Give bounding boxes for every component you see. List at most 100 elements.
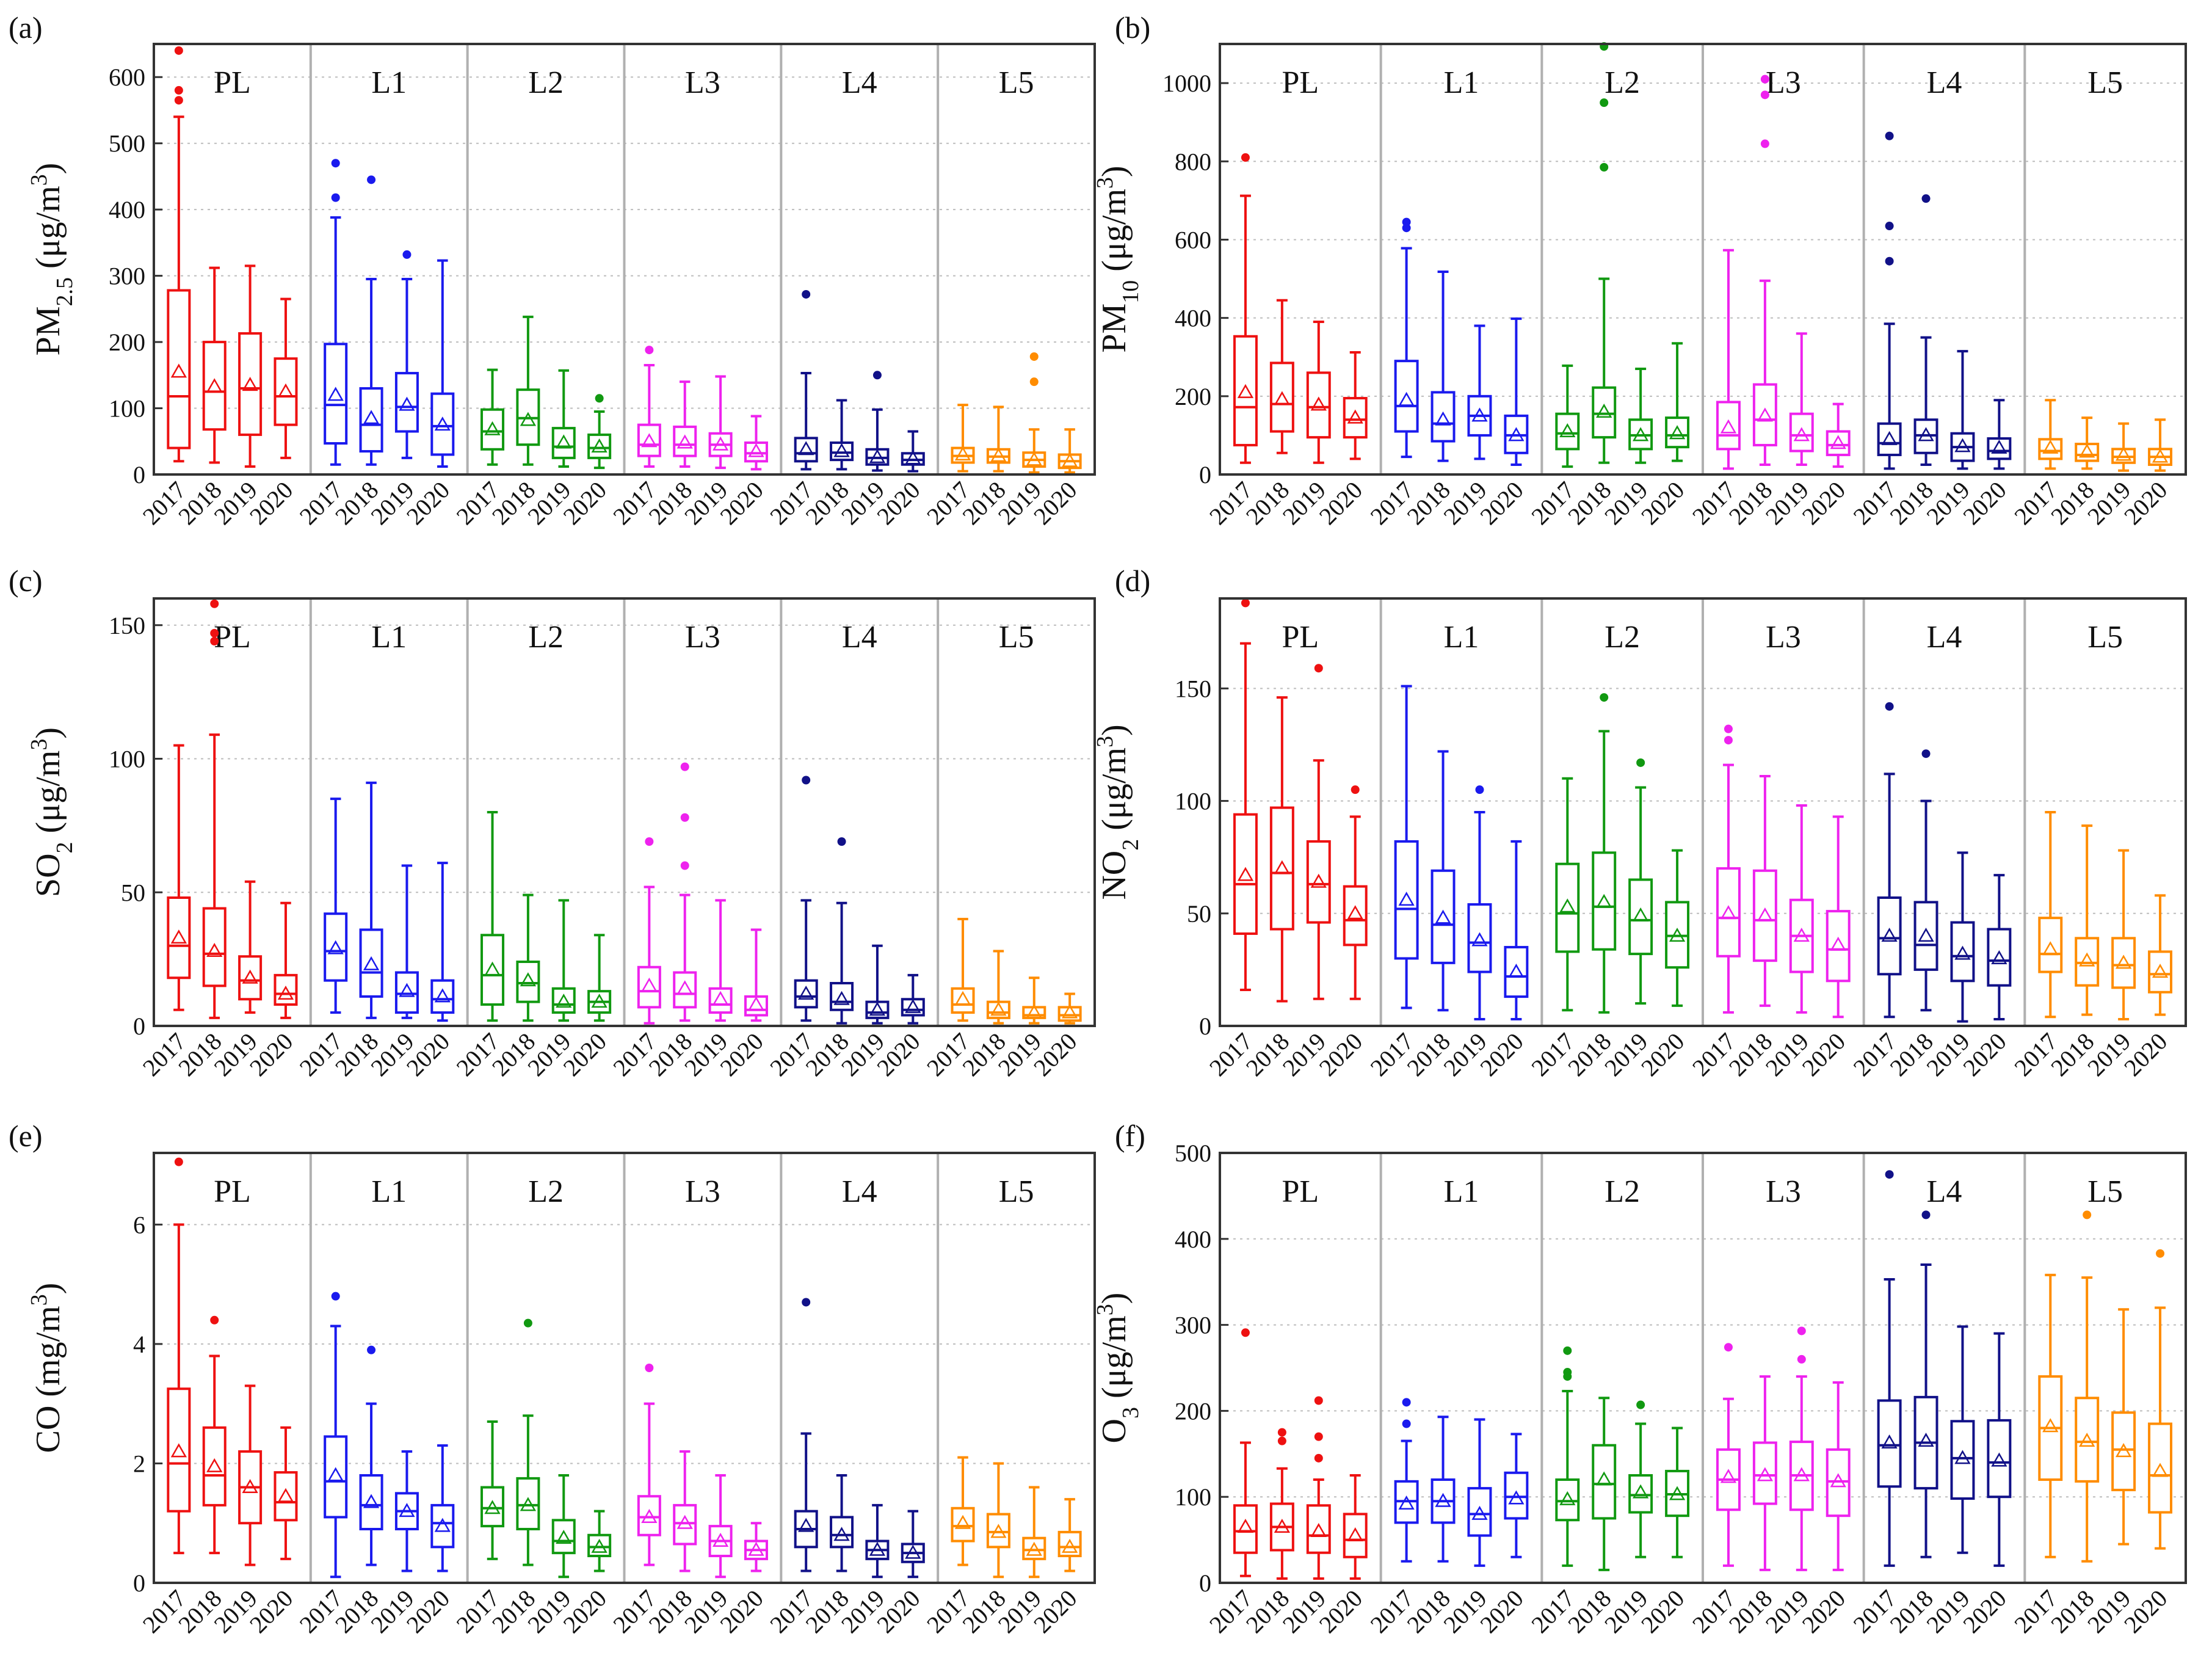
- y-axis-title: O3 (μg/m3): [1092, 1293, 1144, 1444]
- mean-marker: [1026, 1541, 1042, 1556]
- y-tick-label: 2: [133, 1450, 145, 1477]
- group-label: L2: [528, 1174, 564, 1209]
- boxplot: [202, 1315, 227, 1555]
- box-iqr: [274, 973, 298, 1006]
- box-iqr: [430, 979, 455, 1014]
- mean-marker: [1508, 1490, 1525, 1505]
- box-iqr: [1057, 1006, 1082, 1022]
- outlier-point: [1241, 1328, 1250, 1337]
- boxplot: [1343, 351, 1368, 460]
- boxplot: [1913, 1210, 1938, 1558]
- box-iqr: [1752, 869, 1777, 962]
- boxplot: [1665, 342, 1690, 462]
- mean-marker: [990, 1001, 1007, 1016]
- boxplot: [986, 1462, 1010, 1579]
- mean-marker: [1347, 905, 1363, 920]
- group-label: L5: [2087, 620, 2123, 655]
- outlier-point: [1885, 256, 1894, 266]
- mean-marker: [1310, 1523, 1327, 1538]
- box-iqr: [1877, 1399, 1902, 1488]
- outlier-point: [595, 394, 604, 403]
- mean-marker: [1793, 427, 1810, 442]
- boxplot: [901, 1510, 925, 1579]
- y-tick-label: 0: [1199, 1569, 1211, 1597]
- mean-marker: [591, 1538, 607, 1553]
- boxplot: [551, 899, 576, 1022]
- box-iqr: [394, 372, 419, 433]
- box-iqr: [516, 1477, 540, 1531]
- mean-marker: [954, 1514, 971, 1529]
- boxplot: [1789, 332, 1814, 466]
- box-iqr: [1913, 901, 1938, 971]
- y-tick-label: 150: [109, 612, 145, 639]
- outlier-point: [1885, 131, 1894, 140]
- mean-marker: [1954, 438, 1971, 453]
- boxplot: [587, 1510, 612, 1572]
- box-iqr: [1306, 1504, 1331, 1554]
- outlier-point: [1314, 1396, 1323, 1405]
- boxplot: [1467, 785, 1492, 1020]
- mean-marker: [556, 1530, 572, 1544]
- y-tick-label: 400: [1175, 1226, 1211, 1253]
- outlier-point: [331, 1292, 340, 1301]
- mean-marker: [170, 929, 187, 944]
- y-tick-label: 100: [109, 395, 145, 423]
- outlier-point: [1402, 1398, 1411, 1407]
- mean-marker: [1596, 403, 1612, 418]
- boxplot: [394, 1450, 419, 1572]
- group-label: L3: [685, 1174, 720, 1209]
- group-label: L1: [371, 620, 407, 655]
- box-iqr: [480, 934, 505, 1006]
- y-axis-title-superscript: 3: [26, 739, 52, 751]
- mean-marker: [1991, 439, 2007, 454]
- group-label: L3: [685, 620, 720, 655]
- box-iqr: [637, 965, 661, 1009]
- group-label: PL: [1282, 65, 1319, 100]
- mean-marker: [434, 1517, 451, 1532]
- boxplot: [1057, 428, 1082, 474]
- boxplot: [1343, 785, 1368, 1000]
- mean-marker: [242, 377, 258, 391]
- mean-marker: [748, 443, 764, 457]
- boxplot: [480, 811, 505, 1022]
- outlier-point: [1921, 1210, 1931, 1219]
- boxplot: [2075, 824, 2100, 1016]
- box-iqr: [1716, 867, 1741, 958]
- y-tick-label: 200: [1175, 1397, 1211, 1425]
- boxplot: [1269, 299, 1294, 454]
- y-axis-title: NO2 (μg/m3): [1092, 724, 1144, 900]
- box-iqr: [2148, 1422, 2173, 1514]
- y-axis-title-base: PM: [29, 307, 67, 356]
- mean-marker: [1061, 1538, 1078, 1553]
- box-iqr: [1467, 903, 1492, 973]
- group-label: L3: [1766, 620, 1801, 655]
- boxplot: [1628, 1400, 1653, 1558]
- mean-marker: [1757, 1467, 1774, 1481]
- mean-marker: [399, 983, 415, 997]
- box-iqr: [1987, 1419, 2012, 1499]
- box-iqr: [951, 1507, 975, 1543]
- boxplot: [2038, 811, 2063, 1019]
- mean-marker: [1881, 431, 1898, 445]
- boxplot: [2111, 422, 2136, 472]
- boxplot: [1789, 1326, 1814, 1571]
- outlier-point: [1563, 1372, 1572, 1381]
- outlier-point: [1921, 194, 1931, 203]
- mean-marker: [1669, 928, 1686, 942]
- mean-marker: [2152, 448, 2169, 463]
- box-iqr: [1592, 851, 1617, 951]
- outlier-point: [402, 250, 412, 259]
- outlier-point: [174, 1157, 183, 1166]
- mean-marker: [1274, 391, 1291, 405]
- mean-marker: [1398, 391, 1415, 406]
- mean-marker: [556, 994, 572, 1008]
- boxplot: [1987, 399, 2012, 470]
- mean-marker: [1757, 407, 1774, 422]
- y-tick-label: 600: [1175, 226, 1211, 253]
- box-iqr: [480, 1486, 505, 1528]
- boxplot: [1343, 1474, 1368, 1580]
- mean-marker: [1559, 898, 1576, 913]
- group-label: L1: [1444, 620, 1479, 655]
- mean-marker: [1830, 936, 1846, 951]
- mean-marker: [990, 448, 1007, 462]
